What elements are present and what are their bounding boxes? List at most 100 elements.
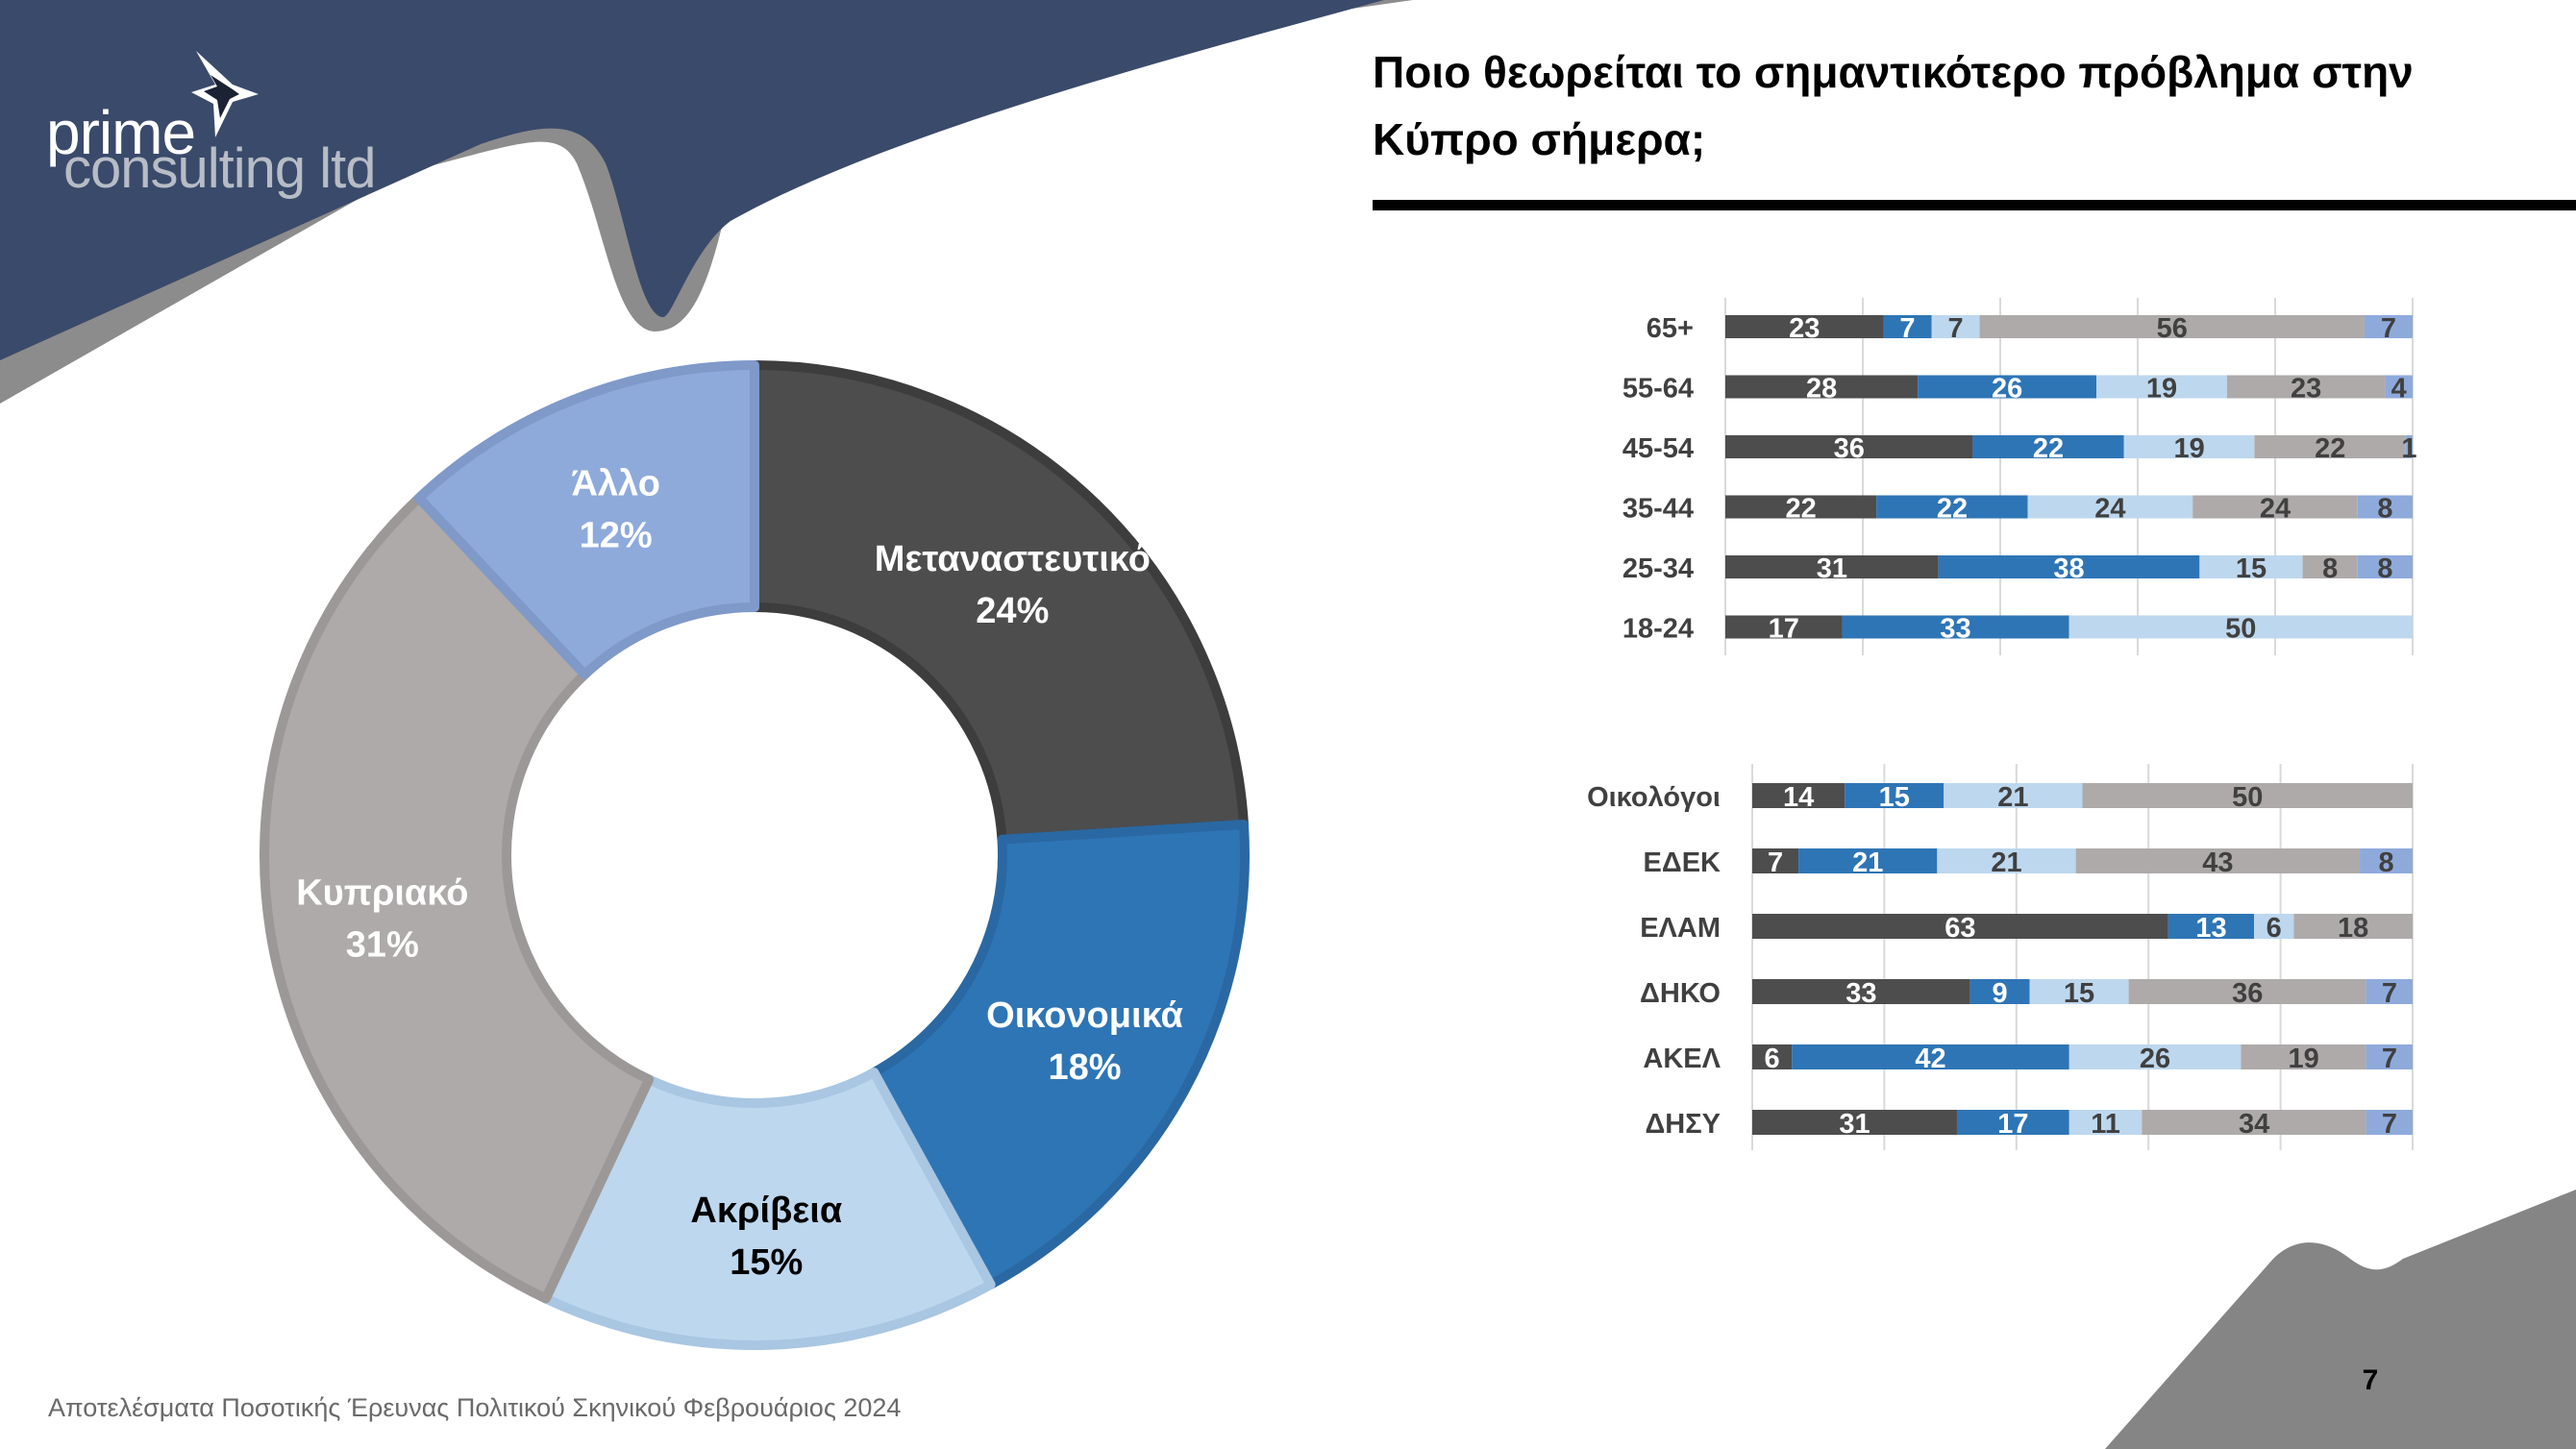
bar-value-label: 56 (2157, 313, 2188, 344)
bar-segment (1725, 555, 1939, 578)
bar-segment (1752, 979, 1970, 1004)
donut-category-label: Ακρίβεια (690, 1191, 842, 1231)
bar-value-label: 22 (2315, 433, 2345, 464)
bar-value-label: 7 (2382, 978, 2397, 1009)
bar-value-label: 63 (1944, 913, 1975, 944)
bar-segment (2027, 495, 2193, 519)
category-label: ΔΗΣΥ (1645, 1109, 1721, 1140)
bar-segment (2302, 555, 2358, 578)
bar-segment (1883, 315, 1932, 338)
title-underline (1373, 200, 2576, 210)
donut-percent-label: 15% (730, 1242, 803, 1283)
bar-segment (2123, 435, 2255, 458)
bar-segment (1798, 848, 1938, 873)
bar-segment (1938, 555, 2200, 578)
bar-segment (2226, 375, 2386, 399)
bar-segment (1752, 1044, 1793, 1069)
bar-value-label: 1 (2401, 433, 2416, 464)
bar-segment (1969, 979, 2030, 1004)
bar-value-label: 9 (1993, 978, 2008, 1009)
bar-segment (2199, 555, 2303, 578)
bar-segment (2405, 435, 2413, 458)
bar-segment (2068, 1044, 2242, 1069)
category-label: 35-44 (1622, 494, 1694, 525)
page-title: Ποιο θεωρείται το σημαντικότερο πρόβλημα… (1373, 47, 2414, 164)
bar-value-label: 18 (2338, 913, 2368, 944)
bar-segment (2364, 315, 2413, 338)
donut-slice (260, 493, 655, 1304)
bar-value-label: 22 (2033, 433, 2064, 464)
bar-value-label: 24 (2260, 494, 2291, 525)
bar-segment (1972, 435, 2124, 458)
page-number: 7 (2362, 1364, 2379, 1396)
donut-slice (540, 1068, 996, 1350)
bar-segment (1842, 615, 2069, 639)
bar-value-label: 36 (1834, 433, 1865, 464)
bar-segment (1725, 495, 1877, 519)
donut-category-label: Άλλο (571, 464, 659, 504)
bar-segment (1937, 848, 2076, 873)
bar-value-label: 24 (2094, 494, 2125, 525)
bar-segment (1725, 615, 1843, 639)
bar-segment (1725, 315, 1884, 338)
bar-value-label: 11 (2091, 1109, 2120, 1140)
bar-segment (2096, 375, 2227, 399)
bar-value-label: 8 (2322, 553, 2338, 584)
bar-segment (2167, 914, 2255, 939)
bar-segment (2365, 1110, 2413, 1135)
bar-segment (2293, 914, 2413, 939)
bar-value-label: 15 (2064, 978, 2094, 1009)
bar-segment (2128, 979, 2366, 1004)
header-navy-shape (0, 0, 1384, 360)
bar-value-label: 42 (1915, 1044, 1945, 1074)
bar-value-label: 21 (1997, 782, 2028, 813)
bar-segment (1752, 783, 1845, 808)
footer-source: Αποτελέσματα Ποσοτικής Έρευνας Πολιτικού… (48, 1393, 902, 1422)
bar-segment (2068, 1110, 2143, 1135)
bar-value-label: 6 (1765, 1044, 1780, 1074)
bar-value-label: 8 (2378, 847, 2393, 878)
bar-segment (1979, 315, 2365, 338)
category-label: 65+ (1647, 313, 1694, 344)
bar-segment (1725, 435, 1973, 458)
bar-value-label: 50 (2225, 614, 2256, 645)
bar-segment (2365, 1044, 2413, 1069)
bar-value-label: 7 (1899, 313, 1915, 344)
bar-segment (1752, 848, 1799, 873)
bar-segment (1792, 1044, 2069, 1069)
bar-value-label: 50 (2232, 782, 2263, 813)
bar-value-label: 19 (2146, 374, 2177, 405)
bar-value-label: 22 (1786, 494, 1817, 525)
bar-value-label: 21 (1852, 847, 1883, 878)
bar-segment (2365, 979, 2413, 1004)
bar-value-label: 7 (1947, 313, 1963, 344)
donut-slice (869, 819, 1250, 1289)
bar-value-label: 33 (1845, 978, 1876, 1009)
category-label: 45-54 (1622, 433, 1694, 464)
category-label: ΔΗΚΟ (1640, 978, 1721, 1009)
donut-percent-label: 18% (1048, 1047, 1121, 1088)
bar-segment (2075, 848, 2361, 873)
bar-segment (1931, 315, 1980, 338)
bar-value-label: 7 (1768, 847, 1783, 878)
category-label: 55-64 (1622, 374, 1694, 405)
donut-category-label: Μεταναστευτικό (875, 539, 1151, 579)
bar-segment (2357, 495, 2413, 519)
bar-value-label: 28 (1806, 374, 1837, 405)
donut-percent-label: 24% (976, 591, 1049, 631)
bar-segment (1725, 375, 1919, 399)
bar-value-label: 22 (1937, 494, 1968, 525)
category-label: Οικολόγοι (1587, 782, 1721, 813)
donut-category-label: Οικονομικά (986, 995, 1183, 1036)
bar-segment (2241, 1044, 2366, 1069)
category-label: 25-34 (1622, 553, 1694, 584)
bar-value-label: 15 (1879, 782, 1910, 813)
bar-value-label: 7 (2382, 1044, 2397, 1074)
logo-star-icon (191, 51, 259, 137)
bar-value-label: 36 (2232, 978, 2263, 1009)
logo-word-consulting: consulting ltd (63, 137, 377, 200)
